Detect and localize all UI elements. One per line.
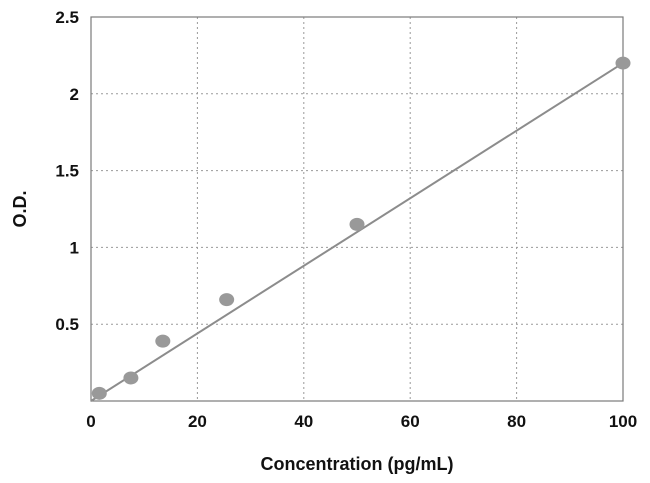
x-axis-ticks: 0 20 40 60 80 100 bbox=[86, 412, 637, 431]
y-tick-label: 1 bbox=[70, 238, 79, 257]
x-tick-label: 100 bbox=[609, 412, 637, 431]
data-point bbox=[615, 56, 631, 70]
y-tick-label: 1.5 bbox=[55, 162, 79, 181]
x-tick-label: 80 bbox=[507, 412, 526, 431]
data-point bbox=[155, 334, 171, 348]
x-tick-label: 60 bbox=[401, 412, 420, 431]
x-tick-label: 20 bbox=[188, 412, 207, 431]
y-axis-title: O.D. bbox=[10, 190, 30, 227]
data-point bbox=[123, 371, 139, 385]
plot-area-frame bbox=[90, 16, 624, 402]
y-axis-ticks: 0.5 1 1.5 2 2.5 bbox=[55, 8, 79, 334]
x-tick-label: 40 bbox=[294, 412, 313, 431]
data-point bbox=[91, 386, 107, 400]
x-axis-title: Concentration (pg/mL) bbox=[261, 454, 454, 474]
y-tick-label: 0.5 bbox=[55, 315, 79, 334]
data-point bbox=[219, 293, 235, 307]
y-tick-label: 2 bbox=[70, 85, 79, 104]
data-points bbox=[91, 56, 631, 400]
trendline bbox=[90, 62, 624, 402]
y-tick-label: 2.5 bbox=[55, 8, 79, 27]
grid bbox=[91, 17, 623, 401]
x-tick-label: 0 bbox=[86, 412, 95, 431]
data-point bbox=[349, 217, 365, 231]
